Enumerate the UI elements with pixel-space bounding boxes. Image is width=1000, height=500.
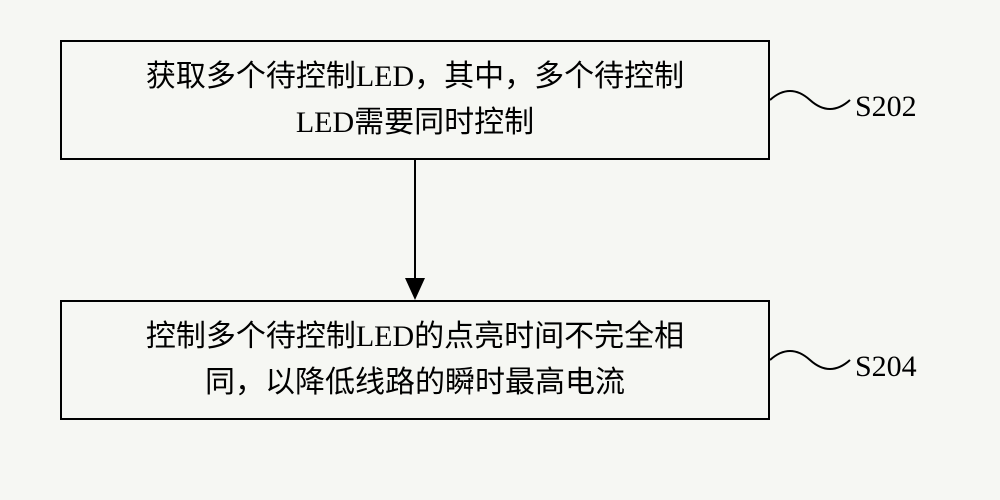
label-connector-s204: [0, 0, 1000, 500]
